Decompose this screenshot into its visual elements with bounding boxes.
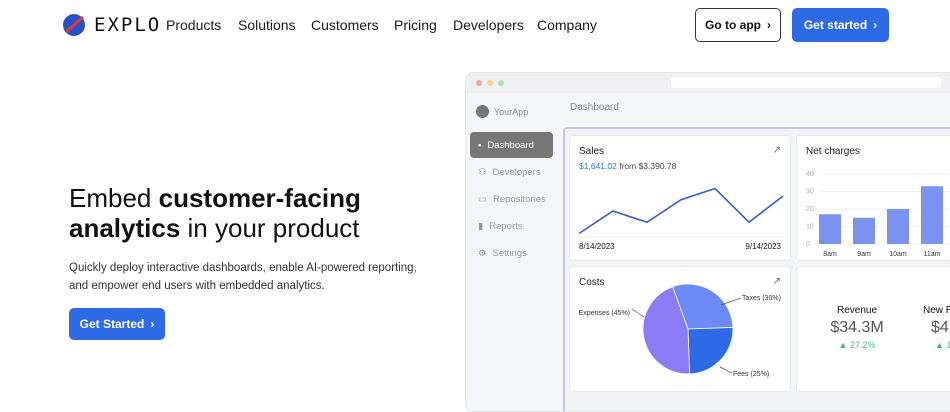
- sales-summary: $1,641.02 from $3,390.78: [579, 161, 677, 171]
- x-tick-label: 8am: [823, 251, 837, 258]
- app-mockup: YourApp ▪ Dashboard ⚇ Developers ▭ Reposito…: [465, 72, 950, 412]
- kpi-revenue: Revenue $34.3M ▲ 27.2%: [830, 305, 884, 350]
- costs-card: Costs ↗ Taxes (30%) Fees (25%) Expenses (4…: [569, 266, 791, 392]
- app-name: YourApp: [476, 105, 528, 118]
- pie-slice: [687, 327, 734, 375]
- slice-leader-line: [631, 308, 645, 318]
- explo-logo-icon: [63, 14, 85, 36]
- slice-leader-line: [719, 366, 733, 374]
- end-date: 9/14/2023: [745, 242, 781, 251]
- dashboard-header: Dashboard: [570, 102, 619, 113]
- app-logo-icon: [476, 105, 489, 118]
- minimize-dot: [487, 80, 493, 86]
- y-tick-label: 0: [806, 241, 810, 248]
- bar: [819, 214, 841, 244]
- bar: [921, 186, 943, 244]
- hero-subtitle: Quickly deploy interactive dashboards, e…: [69, 262, 417, 292]
- sales-line-chart: [578, 187, 784, 238]
- grid-icon: ▪: [478, 139, 482, 151]
- pie-slice: [672, 283, 734, 330]
- y-tick-label: 20: [806, 206, 814, 213]
- maximize-dot: [498, 80, 504, 86]
- sidebar-item-dashboard[interactable]: ▪ Dashboard: [470, 132, 553, 158]
- nav-solutions[interactable]: Solutions: [238, 17, 296, 33]
- logo[interactable]: EXPLO: [62, 13, 161, 37]
- nav-pricing[interactable]: Pricing: [394, 17, 437, 33]
- hero-title: Embed customer-facing analytics in your p…: [69, 183, 361, 243]
- bar: [887, 209, 909, 244]
- folder-icon: ▭: [478, 193, 487, 205]
- chevron-right-icon: ›: [150, 317, 155, 331]
- chevron-right-icon: ›: [767, 18, 771, 32]
- y-tick-label: 40: [806, 171, 814, 178]
- nav-company[interactable]: Company: [537, 17, 597, 33]
- start-date: 8/14/2023: [579, 242, 615, 251]
- nav-products[interactable]: Products: [166, 17, 222, 33]
- sales-line: [578, 187, 784, 235]
- y-tick-label: 30: [806, 189, 814, 196]
- costs-pie-chart: Taxes (30%) Fees (25%) Expenses (45%): [579, 283, 781, 378]
- y-tick-label: 10: [806, 224, 814, 231]
- net-charges-bar-chart: 40 30 20 10 0 8am 9am 10am 11am: [806, 171, 950, 258]
- slice-label: Expenses (45%): [579, 310, 630, 317]
- external-link-icon[interactable]: ↗: [772, 145, 781, 156]
- arrow-up-icon: ▲: [838, 340, 850, 350]
- slice-label: Fees (25%): [733, 371, 769, 378]
- arrow-up-icon: ▲: [935, 340, 947, 350]
- sales-card: Sales ↗ $1,641.02 from $3,390.78 8/14/20…: [569, 135, 791, 261]
- card-title: Net charges: [806, 146, 860, 157]
- x-tick-label: 11am: [924, 251, 941, 258]
- address-bar: [671, 77, 941, 88]
- x-tick-label: 9am: [857, 251, 871, 258]
- card-title: Costs: [579, 277, 605, 288]
- bar: [853, 217, 875, 244]
- external-link-icon[interactable]: ↗: [772, 276, 781, 287]
- card-title: Sales: [579, 146, 605, 157]
- nav-developers[interactable]: Developers: [453, 17, 524, 33]
- sidebar-item-settings[interactable]: ⚙ Settings: [478, 247, 527, 259]
- get-started-hero-button[interactable]: Get Started ›: [69, 308, 165, 340]
- sidebar-item-repositories[interactable]: ▭ Repositories: [478, 193, 546, 205]
- slice-label: Taxes (30%): [742, 295, 781, 302]
- net-charges-card: Net charges 40 30 20 10 0 8am 9am 10am 11am: [796, 135, 950, 261]
- chevron-right-icon: ›: [873, 18, 878, 32]
- brand-name: EXPLO: [94, 14, 162, 36]
- close-dot: [476, 80, 482, 86]
- kpi-new-revenue: New R $4. ▲ 17: [923, 305, 950, 350]
- window-chrome: [466, 73, 950, 93]
- sidebar: YourApp ▪ Dashboard ⚇ Developers ▭ Reposito…: [466, 93, 558, 411]
- kpi-card: Revenue $34.3M ▲ 27.2% New R $4. ▲ 17: [796, 266, 950, 392]
- pie-slice: [642, 286, 690, 375]
- slice-leader-line: [720, 297, 742, 306]
- gear-icon: ⚙: [478, 247, 487, 259]
- go-to-app-button[interactable]: Go to app ›: [695, 8, 781, 42]
- nav-customers[interactable]: Customers: [311, 17, 379, 33]
- sidebar-item-developers[interactable]: ⚇ Developers: [478, 166, 541, 178]
- sidebar-item-reports[interactable]: ▮ Reports: [478, 220, 523, 232]
- get-started-nav-button[interactable]: Get started ›: [792, 8, 889, 42]
- users-icon: ⚇: [478, 166, 487, 178]
- bar-chart-icon: ▮: [478, 220, 484, 232]
- x-tick-label: 10am: [889, 251, 907, 258]
